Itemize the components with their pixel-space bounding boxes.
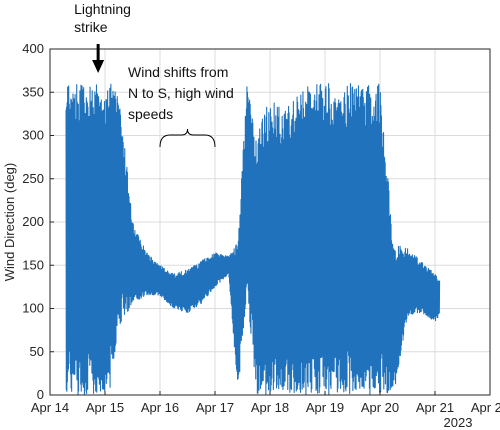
plot-frame bbox=[49, 48, 491, 396]
x-tick-label: Apr 14 bbox=[31, 400, 69, 415]
wind-shift-annotation-text: N to S, high wind bbox=[128, 85, 234, 101]
y-tick-label: 50 bbox=[30, 344, 44, 359]
y-tick-label: 150 bbox=[22, 257, 44, 272]
axes: 0 50 100 150 200 250 300 350 400 Apr 14 Apr 15 Apr … bbox=[2, 41, 500, 430]
lightning-arrow-head bbox=[92, 60, 105, 73]
series-wind-direction bbox=[65, 83, 441, 396]
wind-shift-annotation-text: speeds bbox=[128, 106, 173, 122]
x-tick-label: Apr 17 bbox=[196, 400, 234, 415]
wind-shift-annotation-text: Wind shifts from bbox=[128, 64, 228, 80]
y-tick-label: 300 bbox=[22, 128, 44, 143]
wind-direction-line bbox=[65, 83, 441, 396]
y-tick-label: 200 bbox=[22, 214, 44, 229]
y-tick-label: 0 bbox=[37, 387, 44, 402]
y-tick-label: 350 bbox=[22, 84, 44, 99]
x-tick-label: Apr 21 bbox=[416, 400, 454, 415]
lightning-annotation-text: strike bbox=[74, 19, 108, 35]
x-tick-label: Apr 19 bbox=[306, 400, 344, 415]
x-tick-label: Apr 22 bbox=[471, 400, 500, 415]
wind-shift-brace bbox=[159, 128, 216, 148]
lightning-annotation-text: Lightning bbox=[74, 1, 131, 17]
y-tick-label: 250 bbox=[22, 171, 44, 186]
x-tick-label: Apr 18 bbox=[251, 400, 289, 415]
x-tick-label: Apr 20 bbox=[361, 400, 399, 415]
x-tick-label: Apr 16 bbox=[141, 400, 179, 415]
y-axis-label: Wind Direction (deg) bbox=[2, 163, 17, 282]
x-year-label: 2023 bbox=[444, 415, 473, 430]
y-tick-label: 100 bbox=[22, 301, 44, 316]
y-tick-label: 400 bbox=[22, 41, 44, 56]
x-tick-label: Apr 15 bbox=[86, 400, 124, 415]
annotations: Lightning strike Wind shifts from N to S, h… bbox=[74, 1, 234, 148]
